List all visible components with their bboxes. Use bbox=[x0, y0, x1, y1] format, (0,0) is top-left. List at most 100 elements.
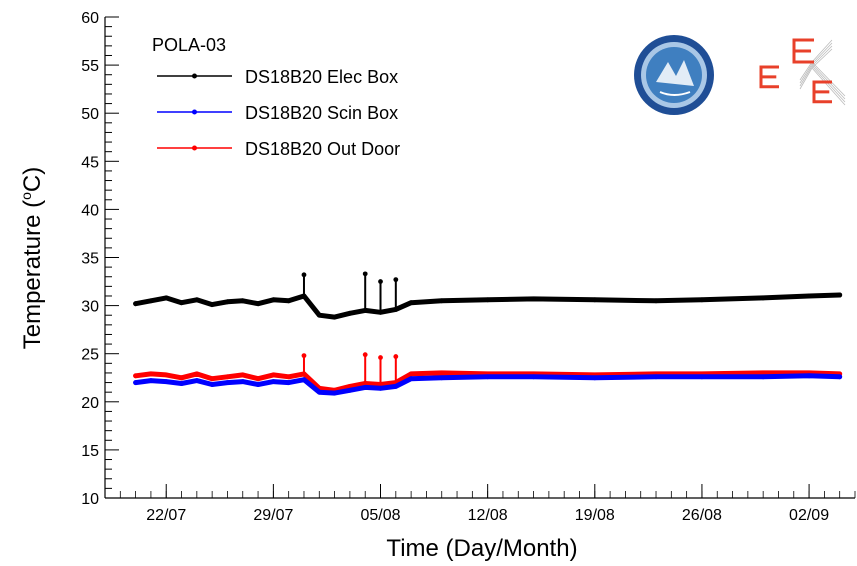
data-point bbox=[163, 372, 169, 378]
x-tick-label: 05/08 bbox=[360, 507, 400, 524]
legend-label: DS18B20 Out Door bbox=[245, 139, 400, 159]
data-point bbox=[347, 310, 353, 316]
data-point bbox=[301, 293, 307, 299]
y-tick-label: 30 bbox=[81, 299, 99, 316]
spike-point bbox=[378, 279, 383, 284]
data-point bbox=[286, 374, 292, 380]
y-tick-label: 60 bbox=[81, 10, 99, 27]
data-point bbox=[194, 378, 200, 383]
spike-point bbox=[301, 353, 307, 359]
data-point bbox=[332, 390, 337, 396]
tick-labels: 10 15 20 25 30 35 40 45 50 55 60 22/07 29/07 05/08 12/… bbox=[81, 10, 829, 524]
x-tick-label: 26/08 bbox=[682, 507, 722, 524]
legend-label: DS18B20 Scin Box bbox=[245, 103, 398, 123]
y-tick-label: 35 bbox=[81, 251, 99, 268]
logo-wave-shape bbox=[659, 91, 691, 96]
data-point bbox=[240, 298, 246, 304]
spike-point bbox=[393, 277, 399, 283]
data-point bbox=[699, 297, 705, 303]
data-point bbox=[240, 372, 246, 378]
logo-ray-line bbox=[811, 67, 846, 106]
data-point bbox=[179, 300, 184, 306]
data-point bbox=[179, 381, 184, 386]
legend-label: DS18B20 Elec Box bbox=[245, 67, 398, 87]
x-tick-label: 02/09 bbox=[789, 507, 829, 524]
series-line bbox=[133, 373, 843, 396]
data-point bbox=[148, 378, 154, 383]
data-point bbox=[133, 373, 139, 379]
data-point bbox=[592, 375, 598, 381]
y-tick-label: 15 bbox=[81, 443, 99, 460]
y-axis-title: Temperature (oC) bbox=[18, 167, 46, 350]
data-point bbox=[225, 299, 230, 305]
legend-entry: DS18B20 Elec Box bbox=[157, 67, 398, 87]
data-point bbox=[760, 295, 766, 301]
logo-ray-line bbox=[811, 48, 833, 69]
data-point bbox=[209, 382, 215, 387]
data-point bbox=[286, 298, 292, 304]
y-tick-label: 50 bbox=[81, 106, 99, 123]
x-tick-label: 22/07 bbox=[146, 507, 186, 524]
data-point bbox=[806, 373, 812, 379]
polarquest-logo bbox=[634, 35, 714, 115]
data-point bbox=[271, 372, 276, 378]
data-point bbox=[133, 301, 139, 307]
data-point bbox=[485, 374, 491, 380]
data-point bbox=[408, 376, 414, 382]
data-point bbox=[255, 301, 261, 307]
legend-entries: DS18B20 Elec Box DS18B20 Scin Box DS18B20 … bbox=[157, 67, 400, 159]
y-tick-label: 55 bbox=[81, 58, 99, 75]
spike-point bbox=[301, 272, 307, 278]
legend-title: POLA-03 bbox=[152, 35, 226, 55]
y-tick-label: 10 bbox=[81, 491, 99, 508]
legend-entry: DS18B20 Out Door bbox=[157, 139, 400, 159]
legend-swatch-marker bbox=[192, 109, 197, 115]
data-point bbox=[362, 385, 368, 390]
data-point bbox=[439, 298, 445, 304]
legend-swatch-marker bbox=[192, 73, 197, 79]
data-point bbox=[163, 379, 169, 384]
spike-point bbox=[393, 354, 399, 359]
data-point bbox=[133, 380, 139, 385]
data-point bbox=[209, 376, 215, 382]
data-point bbox=[194, 297, 200, 303]
logo-ray-line bbox=[811, 61, 846, 97]
logo-e-letter bbox=[812, 80, 832, 104]
data-point bbox=[837, 292, 843, 298]
data-point bbox=[316, 312, 322, 318]
data-point bbox=[179, 375, 184, 381]
data-point bbox=[485, 297, 491, 303]
data-point bbox=[286, 380, 292, 385]
logo-mountain-shape bbox=[656, 60, 694, 86]
data-point bbox=[332, 314, 337, 320]
data-point bbox=[439, 370, 445, 376]
y-tick-label: 40 bbox=[81, 202, 99, 219]
data-point bbox=[531, 296, 536, 302]
spike-point bbox=[378, 355, 383, 360]
data-point bbox=[194, 371, 200, 377]
series-line bbox=[133, 292, 843, 320]
y-tick-label: 25 bbox=[81, 347, 99, 364]
e-letters-logo bbox=[759, 38, 846, 106]
legend: POLA-03 DS18B20 Elec Box DS18B20 Scin Box… bbox=[152, 35, 400, 159]
data-point bbox=[653, 298, 659, 304]
data-layer bbox=[133, 271, 843, 396]
data-point bbox=[148, 298, 154, 304]
logo-ray-line bbox=[799, 67, 813, 90]
data-point bbox=[271, 297, 276, 303]
y-axis-title-main: Temperature ( bbox=[19, 200, 46, 349]
data-point bbox=[408, 300, 414, 306]
data-point bbox=[378, 385, 383, 391]
x-tick-label: 29/07 bbox=[253, 507, 293, 524]
series-ds18b20-scin-box bbox=[133, 373, 843, 396]
data-point bbox=[439, 375, 445, 381]
logo-ray-line bbox=[811, 42, 833, 65]
data-point bbox=[163, 295, 169, 301]
series-ds18b20-elec-box bbox=[133, 271, 843, 320]
data-point bbox=[408, 371, 414, 377]
x-tick-label: 19/08 bbox=[575, 507, 615, 524]
data-point bbox=[148, 371, 154, 377]
data-point bbox=[347, 387, 353, 393]
data-point bbox=[255, 382, 261, 387]
